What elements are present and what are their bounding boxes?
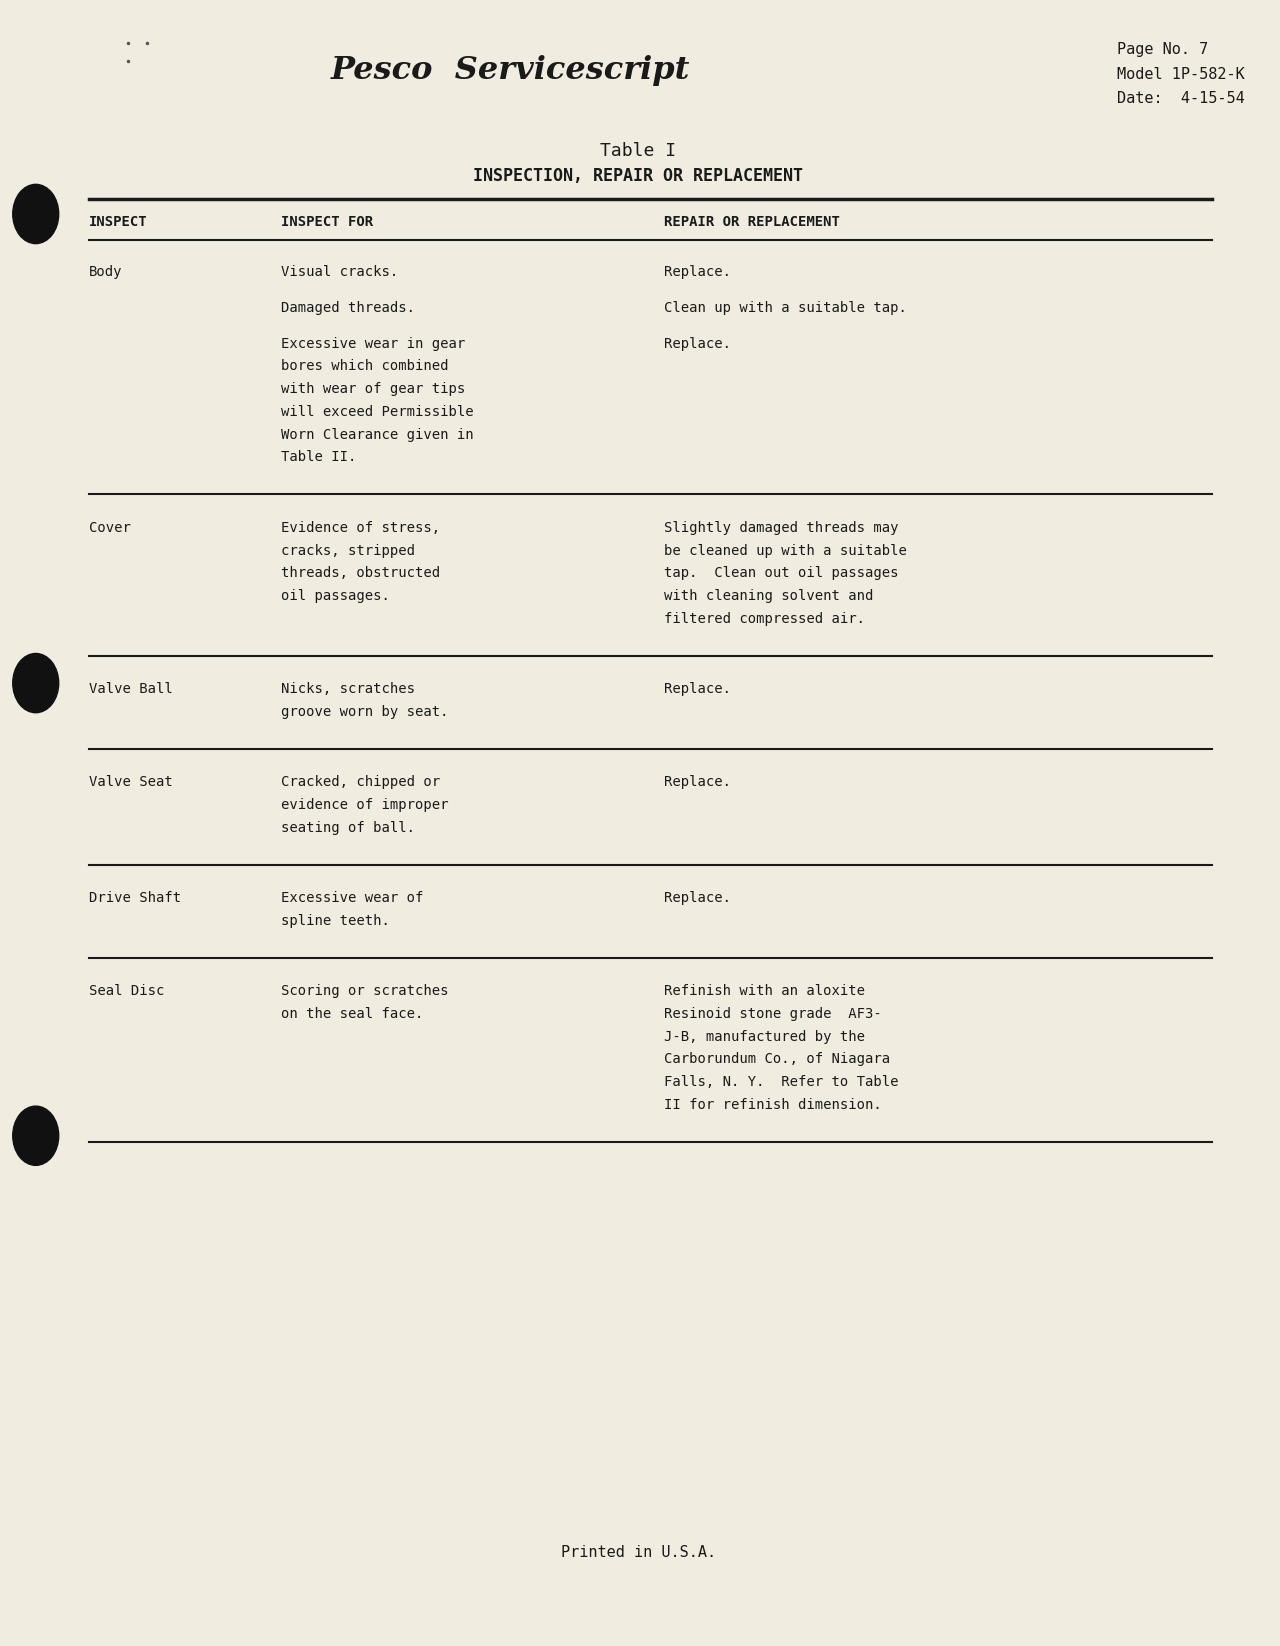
Text: with wear of gear tips: with wear of gear tips bbox=[280, 382, 465, 397]
Text: filtered compressed air.: filtered compressed air. bbox=[663, 612, 865, 625]
Text: Replace.: Replace. bbox=[663, 890, 731, 905]
Text: Cracked, chipped or: Cracked, chipped or bbox=[280, 775, 440, 790]
Text: be cleaned up with a suitable: be cleaned up with a suitable bbox=[663, 543, 906, 558]
Text: Replace.: Replace. bbox=[663, 775, 731, 790]
Text: INSPECT: INSPECT bbox=[90, 216, 148, 229]
Text: Replace.: Replace. bbox=[663, 681, 731, 696]
Text: Damaged threads.: Damaged threads. bbox=[280, 301, 415, 314]
Text: Model 1P-582-K: Model 1P-582-K bbox=[1116, 66, 1244, 82]
Text: cracks, stripped: cracks, stripped bbox=[280, 543, 415, 558]
Text: Page No. 7: Page No. 7 bbox=[1116, 41, 1208, 58]
Text: Scoring or scratches: Scoring or scratches bbox=[280, 984, 448, 999]
Circle shape bbox=[13, 1106, 59, 1165]
Text: evidence of improper: evidence of improper bbox=[280, 798, 448, 811]
Text: tap.  Clean out oil passages: tap. Clean out oil passages bbox=[663, 566, 899, 581]
Text: Slightly damaged threads may: Slightly damaged threads may bbox=[663, 520, 899, 535]
Text: Pesco  Servicescript: Pesco Servicescript bbox=[330, 56, 690, 86]
Circle shape bbox=[13, 653, 59, 713]
Text: Worn Clearance given in: Worn Clearance given in bbox=[280, 428, 474, 441]
Text: Excessive wear in gear: Excessive wear in gear bbox=[280, 337, 465, 351]
Text: Table II.: Table II. bbox=[280, 451, 356, 464]
Text: Carborundum Co., of Niagara: Carborundum Co., of Niagara bbox=[663, 1052, 890, 1067]
Text: Resinoid stone grade  AF3-: Resinoid stone grade AF3- bbox=[663, 1007, 882, 1021]
Text: threads, obstructed: threads, obstructed bbox=[280, 566, 440, 581]
Text: Cover: Cover bbox=[90, 520, 132, 535]
Text: groove worn by seat.: groove worn by seat. bbox=[280, 704, 448, 719]
Text: will exceed Permissible: will exceed Permissible bbox=[280, 405, 474, 420]
Text: INSPECT FOR: INSPECT FOR bbox=[280, 216, 372, 229]
Text: Visual cracks.: Visual cracks. bbox=[280, 265, 398, 280]
Text: Replace.: Replace. bbox=[663, 265, 731, 280]
Text: bores which combined: bores which combined bbox=[280, 359, 448, 374]
Text: Nicks, scratches: Nicks, scratches bbox=[280, 681, 415, 696]
Text: Drive Shaft: Drive Shaft bbox=[90, 890, 182, 905]
Text: on the seal face.: on the seal face. bbox=[280, 1007, 424, 1021]
Circle shape bbox=[13, 184, 59, 244]
Text: Valve Seat: Valve Seat bbox=[90, 775, 173, 790]
Text: Clean up with a suitable tap.: Clean up with a suitable tap. bbox=[663, 301, 906, 314]
Text: with cleaning solvent and: with cleaning solvent and bbox=[663, 589, 873, 602]
Text: spline teeth.: spline teeth. bbox=[280, 914, 389, 928]
Text: oil passages.: oil passages. bbox=[280, 589, 389, 602]
Text: Evidence of stress,: Evidence of stress, bbox=[280, 520, 440, 535]
Text: Replace.: Replace. bbox=[663, 337, 731, 351]
Text: Falls, N. Y.  Refer to Table: Falls, N. Y. Refer to Table bbox=[663, 1075, 899, 1090]
Text: Table I: Table I bbox=[600, 143, 676, 160]
Text: Date:  4-15-54: Date: 4-15-54 bbox=[1116, 91, 1244, 107]
Text: Printed in U.S.A.: Printed in U.S.A. bbox=[561, 1544, 716, 1560]
Text: Body: Body bbox=[90, 265, 123, 280]
Text: INSPECTION, REPAIR OR REPLACEMENT: INSPECTION, REPAIR OR REPLACEMENT bbox=[474, 168, 803, 184]
Text: Refinish with an aloxite: Refinish with an aloxite bbox=[663, 984, 865, 999]
Text: J-B, manufactured by the: J-B, manufactured by the bbox=[663, 1030, 865, 1044]
Text: REPAIR OR REPLACEMENT: REPAIR OR REPLACEMENT bbox=[663, 216, 840, 229]
Text: Seal Disc: Seal Disc bbox=[90, 984, 165, 999]
Text: II for refinish dimension.: II for refinish dimension. bbox=[663, 1098, 882, 1113]
Text: seating of ball.: seating of ball. bbox=[280, 821, 415, 835]
Text: Excessive wear of: Excessive wear of bbox=[280, 890, 424, 905]
Text: Valve Ball: Valve Ball bbox=[90, 681, 173, 696]
